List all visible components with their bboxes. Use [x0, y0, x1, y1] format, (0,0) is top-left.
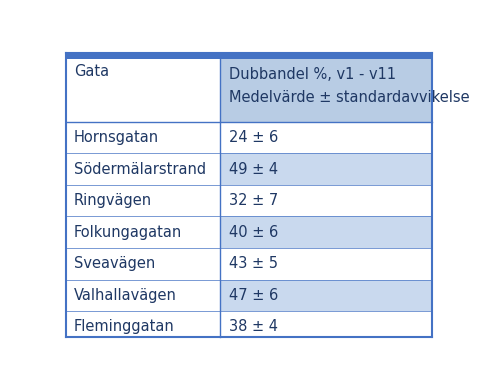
Text: Dubbandel %, v1 - v11: Dubbandel %, v1 - v11	[229, 67, 397, 82]
Bar	[67, 248, 220, 280]
Bar	[220, 154, 432, 185]
Text: Södermälarstrand: Södermälarstrand	[74, 162, 206, 177]
Bar	[220, 311, 432, 343]
Text: 43 ± 5: 43 ± 5	[229, 256, 278, 271]
Bar	[67, 53, 432, 59]
Bar	[67, 280, 220, 311]
Text: 32 ± 7: 32 ± 7	[229, 193, 278, 208]
Bar	[67, 217, 220, 248]
Bar	[220, 280, 432, 311]
Text: Medelvärde ± standardavvikelse: Medelvärde ± standardavvikelse	[229, 90, 470, 105]
Bar	[220, 217, 432, 248]
Text: Gata: Gata	[74, 64, 109, 79]
Bar	[67, 59, 220, 122]
Text: Valhallavägen: Valhallavägen	[74, 288, 177, 303]
Bar	[67, 122, 220, 154]
Text: Fleminggatan: Fleminggatan	[74, 319, 174, 334]
Bar	[220, 185, 432, 217]
Bar	[67, 154, 220, 185]
Text: 38 ± 4: 38 ± 4	[229, 319, 278, 334]
Text: 24 ± 6: 24 ± 6	[229, 130, 278, 145]
Bar	[67, 185, 220, 217]
Bar	[67, 311, 220, 343]
Text: 47 ± 6: 47 ± 6	[229, 288, 278, 303]
Bar	[220, 122, 432, 154]
Bar	[220, 248, 432, 280]
Text: Ringvägen: Ringvägen	[74, 193, 152, 208]
Text: 40 ± 6: 40 ± 6	[229, 225, 278, 240]
Text: Sveavägen: Sveavägen	[74, 256, 155, 271]
Bar	[220, 59, 432, 122]
Text: 49 ± 4: 49 ± 4	[229, 162, 278, 177]
Text: Hornsgatan: Hornsgatan	[74, 130, 159, 145]
Text: Folkungagatan: Folkungagatan	[74, 225, 182, 240]
